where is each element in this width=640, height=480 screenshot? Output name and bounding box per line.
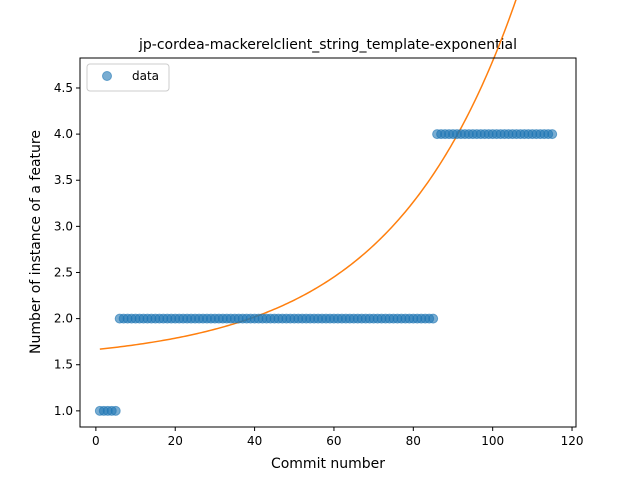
x-tick-label: 20 (168, 434, 183, 448)
exponential-fit-line (99, 0, 517, 350)
x-tick-label: 0 (92, 434, 100, 448)
x-axis-ticks: 0 20 40 60 80 100 120 (92, 427, 583, 448)
scatter-point (428, 313, 439, 324)
plot-area (79, 0, 577, 428)
legend-marker (102, 71, 112, 81)
chart-title: jp-cordea-mackerelclient_string_template… (138, 37, 517, 53)
y-tick-label: 1.5 (54, 358, 73, 372)
y-tick-label: 4.0 (54, 127, 73, 141)
x-tick-label: 120 (561, 434, 584, 448)
y-axis-ticks: 1.0 1.5 2.0 2.5 3.0 3.5 4.0 4.5 (54, 81, 80, 418)
x-tick-label: 80 (406, 434, 421, 448)
x-tick-label: 60 (326, 434, 341, 448)
scatter-point (547, 129, 558, 140)
x-axis-label: Commit number (271, 456, 385, 472)
y-axis-label: Number of instance of a feature (28, 130, 44, 354)
y-tick-label: 3.0 (54, 219, 73, 233)
plot-background (80, 58, 576, 427)
y-tick-label: 2.5 (54, 265, 73, 279)
plot-frame (79, 57, 577, 428)
y-tick-label: 3.5 (54, 173, 73, 187)
data-points (94, 129, 558, 416)
y-tick-label: 2.0 (54, 312, 73, 326)
y-tick-label: 4.5 (54, 81, 73, 95)
scatter-point (110, 405, 121, 416)
x-tick-label: 40 (247, 434, 262, 448)
legend-box (86, 63, 170, 92)
legend-label-data: data (132, 69, 159, 83)
legend: data (86, 63, 170, 92)
y-tick-label: 1.0 (54, 404, 73, 418)
x-tick-label: 100 (481, 434, 504, 448)
fit-layer (99, 0, 517, 350)
